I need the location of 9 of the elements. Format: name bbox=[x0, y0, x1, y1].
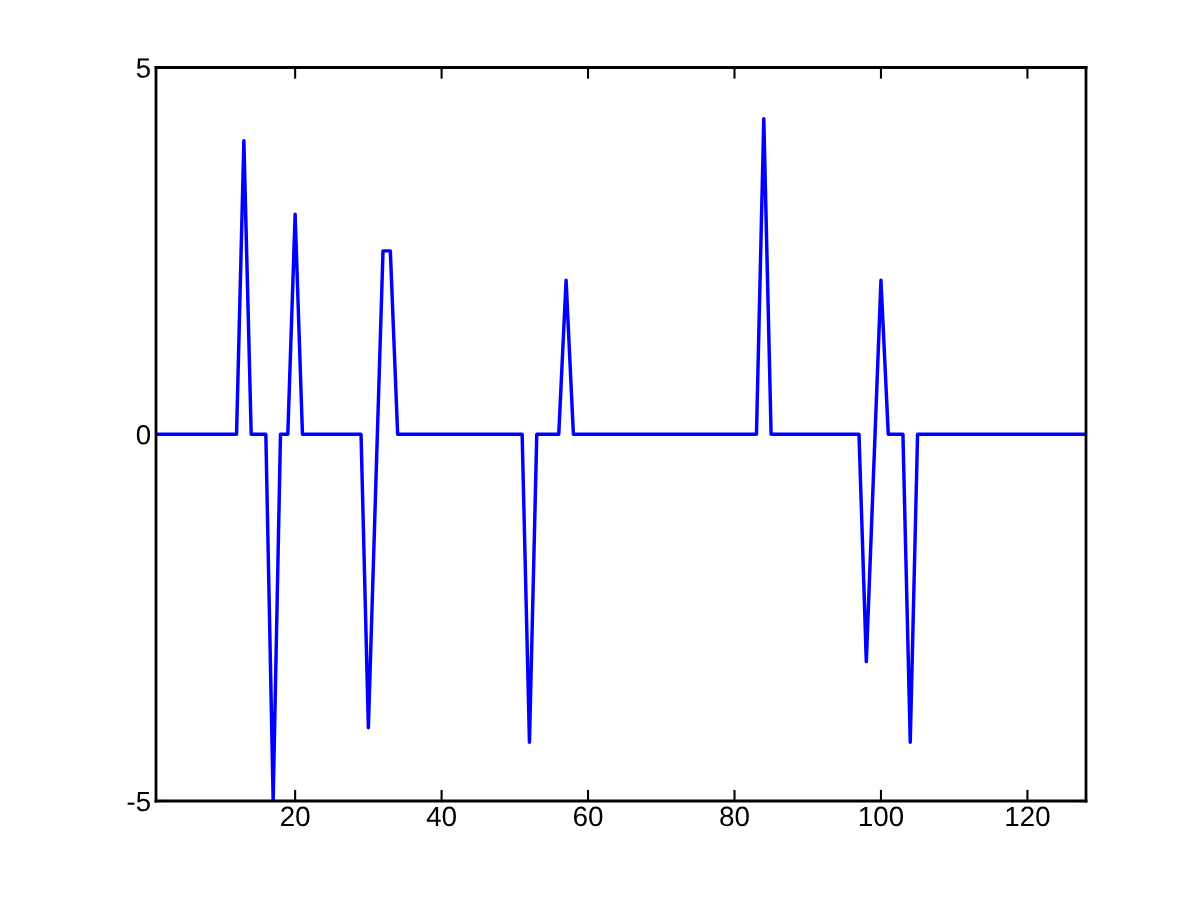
x-tick-label: 60 bbox=[574, 806, 603, 827]
y-tick-label: 0 bbox=[136, 424, 151, 445]
y-tick-label: -5 bbox=[127, 791, 150, 812]
x-tick-label: 20 bbox=[281, 806, 310, 827]
x-tick-label: 40 bbox=[426, 806, 456, 827]
x-tick-label: 120 bbox=[1006, 806, 1050, 827]
x-tick-label: 80 bbox=[720, 806, 749, 827]
y-tick-label: 5 bbox=[136, 58, 150, 78]
x-tick-label: 100 bbox=[859, 806, 904, 827]
